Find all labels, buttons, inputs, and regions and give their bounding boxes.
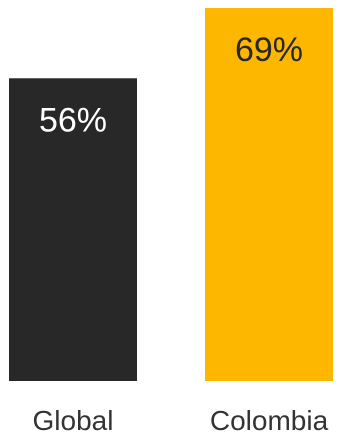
category-label-colombia: Colombia: [210, 405, 329, 436]
bar-colombia: [205, 8, 333, 381]
category-label-global: Global: [33, 405, 114, 436]
bars-layer: [9, 8, 333, 381]
data-label-global: 56%: [39, 101, 107, 139]
data-label-colombia: 69%: [235, 31, 303, 69]
bar-global: [9, 78, 137, 381]
labels-layer: 56% Global 69% Colombia: [33, 31, 329, 436]
